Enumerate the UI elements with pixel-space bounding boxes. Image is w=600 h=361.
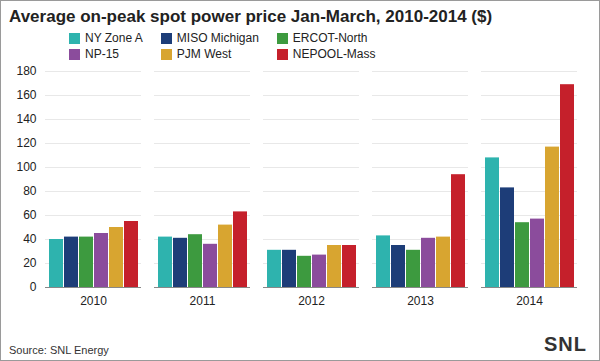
- html-text:NP-15: NP-15: [85, 47, 119, 61]
- svg-text:160: 160: [16, 88, 36, 102]
- html-text:NY Zone A: NY Zone A: [85, 31, 143, 45]
- svg-text:2014: 2014: [516, 294, 543, 308]
- html-text:PJM West: PJM West: [176, 47, 232, 61]
- html-text:Average on-peak spot power pri: Average on-peak spot power price Jan-Mar…: [9, 7, 493, 26]
- svg-text:100: 100: [16, 160, 36, 174]
- svg-text:120: 120: [16, 136, 36, 150]
- svg-text:2012: 2012: [298, 294, 325, 308]
- svg-text:80: 80: [23, 184, 37, 198]
- html-text:MISO Michigan: MISO Michigan: [176, 31, 259, 45]
- html-text:ERCOT-North: ERCOT-North: [292, 31, 368, 45]
- svg-text:20: 20: [23, 256, 37, 270]
- svg-text:140: 140: [16, 112, 36, 126]
- svg-text:0: 0: [30, 280, 37, 294]
- svg-text:2013: 2013: [407, 294, 434, 308]
- html-text:NEPOOL-Mass: NEPOOL-Mass: [292, 47, 376, 61]
- html-text:SNL: SNL: [544, 333, 587, 355]
- svg-text:2011: 2011: [190, 294, 216, 308]
- html-text:Source: SNL Energy: Source: SNL Energy: [9, 344, 109, 356]
- svg-text:2010: 2010: [80, 294, 107, 308]
- svg-text:40: 40: [23, 232, 37, 246]
- svg-text:180: 180: [16, 64, 36, 78]
- svg-text:60: 60: [23, 208, 37, 222]
